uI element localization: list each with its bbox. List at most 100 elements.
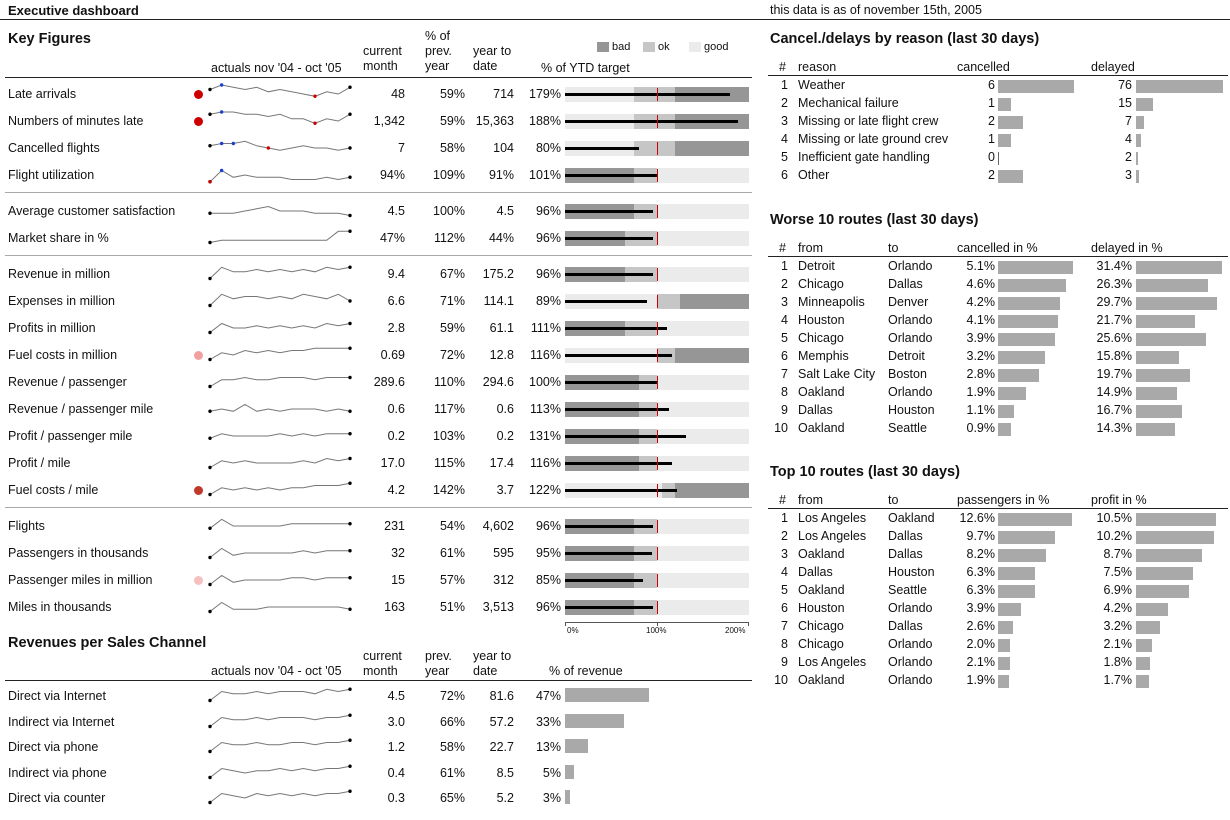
channel-share-bar bbox=[565, 764, 574, 779]
delayed-pct: 14.9% bbox=[1096, 385, 1132, 399]
bullet-axis-label-200: 200% bbox=[725, 626, 746, 635]
kf-col-current: current month bbox=[363, 44, 402, 73]
kpi-target-pct: 85% bbox=[535, 573, 561, 587]
cancelled-pct: 2.8% bbox=[966, 367, 996, 381]
kpi-target-pct: 179% bbox=[529, 87, 561, 101]
reason-row: 5 Inefficient gate handling 0 2 bbox=[770, 149, 1230, 167]
bullet-axis-tick-0 bbox=[565, 622, 566, 626]
passengers-pct: 12.6% bbox=[959, 511, 995, 525]
sparkline-start-point bbox=[208, 144, 212, 148]
kpi-label: Miles in thousands bbox=[8, 600, 112, 614]
kpi-prev-year: 59% bbox=[439, 321, 465, 335]
route-to: Oakland bbox=[888, 511, 935, 525]
profit-pct-bar bbox=[1136, 603, 1168, 616]
kpi-label: Passengers in thousands bbox=[8, 546, 149, 560]
sparkline bbox=[208, 229, 352, 245]
route-from: Chicago bbox=[798, 619, 844, 633]
kpi-ytd: 44% bbox=[488, 231, 514, 245]
bullet-zone-ok bbox=[657, 294, 680, 309]
kpi-row: Profit / mile 17.0 115% 17.4 116% bbox=[0, 450, 760, 477]
route-from: Minneapolis bbox=[798, 295, 865, 309]
route-from: Oakland bbox=[798, 547, 845, 561]
route-from: Chicago bbox=[798, 331, 844, 345]
bullet-target-marker bbox=[657, 268, 658, 281]
route-row: 5 Chicago Orlando 3.9% 25.6% bbox=[770, 330, 1230, 348]
sparkline-low-point bbox=[313, 94, 317, 98]
sparkline bbox=[208, 432, 352, 440]
delayed-count-bar bbox=[1136, 134, 1141, 147]
kpi-target-pct: 116% bbox=[529, 456, 561, 470]
sparkline-start-point bbox=[208, 211, 212, 215]
delayed-pct: 29.7% bbox=[1096, 295, 1132, 309]
sparkline-end-point bbox=[348, 789, 352, 793]
sparkline bbox=[208, 346, 352, 362]
legend-bad: bad bbox=[612, 41, 631, 53]
bullet-target-marker bbox=[657, 115, 658, 128]
channel-sparkline-wrap bbox=[206, 734, 354, 764]
row-number: 5 bbox=[781, 331, 788, 345]
bullet-target-marker bbox=[657, 88, 658, 101]
profit-pct: 10.5% bbox=[1096, 511, 1132, 525]
kpi-row: Revenue in million 9.4 67% 175.2 96% bbox=[0, 261, 760, 288]
delayed-pct-bar bbox=[1136, 351, 1180, 364]
reason-row: 2 Mechanical failure 1 15 bbox=[770, 95, 1230, 113]
cancelled-count-bar bbox=[998, 116, 1024, 129]
sparkline bbox=[208, 764, 352, 779]
route-to: Seattle bbox=[888, 583, 927, 597]
bullet-graph bbox=[565, 546, 749, 561]
wr-col-to: to bbox=[888, 241, 899, 255]
kpi-ytd: 17.4 bbox=[489, 456, 514, 470]
bullet-target-marker bbox=[657, 322, 658, 335]
sparkline-start-point bbox=[208, 775, 212, 779]
bullet-axis-tick-100 bbox=[657, 622, 658, 626]
sparkline-path bbox=[209, 714, 351, 727]
sparkline bbox=[208, 83, 352, 98]
channel-share-bar bbox=[565, 739, 589, 753]
passengers-pct: 1.9% bbox=[966, 673, 996, 687]
sparkline-end-point bbox=[348, 146, 352, 150]
profit-pct: 4.2% bbox=[1103, 601, 1133, 615]
channel-ytd: 22.7 bbox=[489, 740, 514, 754]
channel-row: Indirect via Internet 3.0 66% 57.2 33% bbox=[0, 710, 760, 735]
route-from: Los Angeles bbox=[798, 511, 867, 525]
channels-title: Revenues per Sales Channel bbox=[8, 635, 207, 651]
sparkline-start-point bbox=[208, 436, 212, 440]
wr-col-delayed: delayed in % bbox=[1091, 241, 1163, 255]
bullet-zone-good bbox=[657, 231, 749, 246]
kpi-label: Flight utilization bbox=[8, 168, 95, 182]
bullet-zone-good bbox=[657, 600, 749, 615]
sparkline-end-point bbox=[348, 213, 352, 218]
sparkline-path bbox=[209, 790, 351, 803]
profit-pct: 8.7% bbox=[1103, 547, 1133, 561]
sparkline-path bbox=[209, 739, 351, 752]
kpi-target-pct: 101% bbox=[529, 168, 561, 182]
bullet-zone-bad bbox=[675, 483, 749, 498]
passengers-pct: 3.9% bbox=[966, 601, 996, 615]
sparkline-end-point bbox=[348, 576, 352, 580]
cancelled-pct: 4.1% bbox=[966, 313, 996, 327]
cancelled-pct: 1.9% bbox=[966, 385, 996, 399]
bullet-zone-good bbox=[657, 402, 749, 417]
cancelled-pct-bar bbox=[998, 333, 1056, 346]
sparkline-path bbox=[210, 205, 351, 216]
bullet-graph bbox=[565, 87, 749, 102]
passengers-pct: 2.6% bbox=[966, 619, 996, 633]
channel-sparkline-wrap bbox=[206, 760, 354, 790]
sparkline-start-point bbox=[208, 555, 212, 560]
channel-row: Direct via phone 1.2 58% 22.7 13% bbox=[0, 735, 760, 760]
cancel-delays-title: Cancel./delays by reason (last 30 days) bbox=[770, 31, 1040, 47]
route-row: 3 Minneapolis Denver 4.2% 29.7% bbox=[770, 294, 1230, 312]
sparkline-low-point bbox=[313, 121, 317, 125]
delayed-pct-bar bbox=[1136, 333, 1207, 346]
bullet-zone-good bbox=[657, 204, 749, 219]
sparkline-end-point bbox=[348, 456, 352, 461]
sparkline-start-point bbox=[208, 749, 212, 754]
kpi-prev-year: 117% bbox=[433, 402, 465, 416]
sparkline-high-point bbox=[219, 168, 224, 173]
delayed-pct: 19.7% bbox=[1096, 367, 1132, 381]
sparkline-low-point bbox=[208, 180, 212, 184]
profit-pct-bar bbox=[1136, 531, 1214, 544]
kpi-current-month: 48 bbox=[391, 87, 405, 101]
route-from: Oakland bbox=[798, 385, 845, 399]
sparkline-high-point bbox=[219, 110, 224, 114]
